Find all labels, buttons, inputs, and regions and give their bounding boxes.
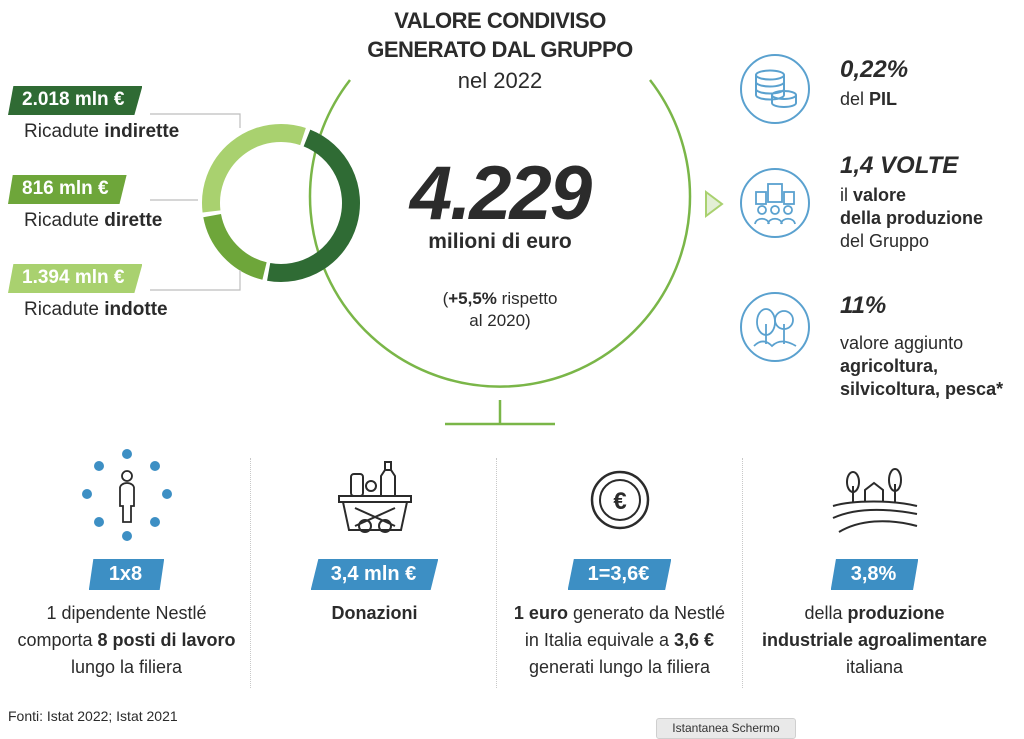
left-item-dirette: 816 mln € Ricadute dirette xyxy=(8,175,162,232)
divider xyxy=(742,458,743,688)
farm-fields-icon xyxy=(832,468,917,533)
stat-text-bold: agricoltura, xyxy=(840,356,939,376)
stat-text-bold: silvicoltura, pesca* xyxy=(840,379,1004,399)
donut-segment-dirette xyxy=(203,213,268,280)
value-tag: 1=3,6€ xyxy=(567,559,672,590)
note-rest: rispetto xyxy=(496,289,558,308)
bottom-description: della produzione industriale agroaliment… xyxy=(747,600,1002,681)
stat-head: 1,4 VOLTE xyxy=(840,152,959,179)
desc-plain: in Italia equivale a xyxy=(524,630,675,650)
chevron-right-icon xyxy=(705,190,724,218)
amount-tag: 1.394 mln € xyxy=(8,264,143,293)
amount-tag: 816 mln € xyxy=(8,175,127,204)
factory-workers-icon xyxy=(740,168,810,238)
desc-bold: 8 posti di lavoro xyxy=(97,630,236,650)
stat-text-bold: PIL xyxy=(869,89,898,109)
label-bold: dirette xyxy=(104,210,163,231)
growth-note: (+5,5% rispetto al 2020) xyxy=(400,288,600,332)
stat-text-bold: della produzione xyxy=(840,208,984,228)
label-plain: Ricadute xyxy=(24,299,105,320)
left-label: Ricadute indotte xyxy=(24,299,168,321)
stat-text-plain: del xyxy=(840,89,870,109)
left-item-indotte: 1.394 mln € Ricadute indotte xyxy=(8,264,168,321)
food-basket-icon xyxy=(337,461,412,533)
bottom-col-industry: 3,8% della produzione industriale agroal… xyxy=(747,446,1002,681)
note-bold: +5,5% xyxy=(448,289,497,308)
worker-network-icon xyxy=(81,449,172,541)
title-line-2: GENERATO DAL GRUPPO xyxy=(367,37,633,62)
desc-line: lungo la filiera xyxy=(70,657,183,677)
note-prefix: ( xyxy=(442,289,449,308)
stat-pil: 0,22% del PIL xyxy=(740,54,1020,134)
label-bold: indirette xyxy=(104,121,180,142)
desc-bold: industriale agroalimentare xyxy=(761,630,988,650)
bottom-col-euro: € 1=3,6€ 1 euro generato da Nestlé in It… xyxy=(497,446,742,681)
bottom-description: 1 euro generato da Nestlé in Italia equi… xyxy=(497,600,742,681)
desc-plain: generato da Nestlé xyxy=(567,603,726,623)
divider xyxy=(250,458,251,688)
stat-text: valore aggiunto agricoltura, silvicoltur… xyxy=(840,332,1003,401)
stat-agricoltura: 11% valore aggiunto agricoltura, silvico… xyxy=(740,290,1024,410)
desc-bold: Donazioni xyxy=(331,603,418,623)
stat-head: 11% xyxy=(840,292,887,319)
value-tag: 1x8 xyxy=(88,559,165,590)
value-tag: 3,8% xyxy=(830,559,919,590)
desc-plain: comporta xyxy=(17,630,98,650)
bottom-col-jobs: 1x8 1 dipendente Nestlé comporta 8 posti… xyxy=(4,446,249,681)
stat-produzione: 1,4 VOLTE il valore della produzione del… xyxy=(740,150,1020,260)
left-label: Ricadute indirette xyxy=(24,121,179,143)
desc-line: italiana xyxy=(845,657,904,677)
svg-text:€: € xyxy=(613,488,626,515)
euro-coin-icon: € xyxy=(590,470,649,530)
stat-text-line: del Gruppo xyxy=(840,231,930,251)
desc-plain: della xyxy=(804,603,848,623)
stat-text: del PIL xyxy=(840,88,897,111)
stat-text: il valore della produzione del Gruppo xyxy=(840,184,983,253)
amount-tag: 2.018 mln € xyxy=(8,86,143,115)
desc-line: generati lungo la filiera xyxy=(528,657,711,677)
left-label: Ricadute dirette xyxy=(24,210,162,232)
total-unit: milioni di euro xyxy=(428,230,572,253)
trees-icon xyxy=(740,292,810,362)
desc-bold: 1 euro xyxy=(513,603,568,623)
bottom-description: Donazioni xyxy=(252,600,497,627)
page-title: VALORE CONDIVISO GENERATO DAL GRUPPO xyxy=(340,6,660,64)
label-plain: Ricadute xyxy=(24,210,105,231)
desc-bold: 3,6 € xyxy=(674,630,715,650)
stat-text-plain: il xyxy=(840,185,853,205)
stat-text-line: valore aggiunto xyxy=(840,333,964,353)
title-subtitle: nel 2022 xyxy=(457,68,543,93)
screenshot-button[interactable]: Istantanea Schermo xyxy=(656,718,796,739)
title-line-1: VALORE CONDIVISO xyxy=(394,8,606,33)
big-circle-outline xyxy=(308,79,692,426)
donut-segment-indirette xyxy=(267,129,360,282)
divider xyxy=(496,458,497,688)
label-bold: indotte xyxy=(104,299,168,320)
donut-chart xyxy=(202,124,360,282)
left-item-indirette: 2.018 mln € Ricadute indirette xyxy=(8,86,179,143)
bottom-col-donations: 3,4 mln € Donazioni xyxy=(252,446,497,627)
stat-text-bold: valore xyxy=(853,185,907,205)
desc-bold: produzione xyxy=(847,603,945,623)
value-tag: 3,4 mln € xyxy=(310,559,439,590)
total-value: 4.229 xyxy=(409,151,592,236)
note-line-2: al 2020) xyxy=(469,311,531,330)
donut-segment-indotte xyxy=(202,124,306,213)
desc-line: 1 dipendente Nestlé xyxy=(46,603,207,623)
connector-lines xyxy=(150,113,241,291)
bottom-description: 1 dipendente Nestlé comporta 8 posti di … xyxy=(4,600,249,681)
stat-head: 0,22% xyxy=(840,56,909,83)
sources-footer: Fonti: Istat 2022; Istat 2021 xyxy=(8,708,178,724)
label-plain: Ricadute xyxy=(24,121,105,142)
coins-icon xyxy=(740,54,810,124)
